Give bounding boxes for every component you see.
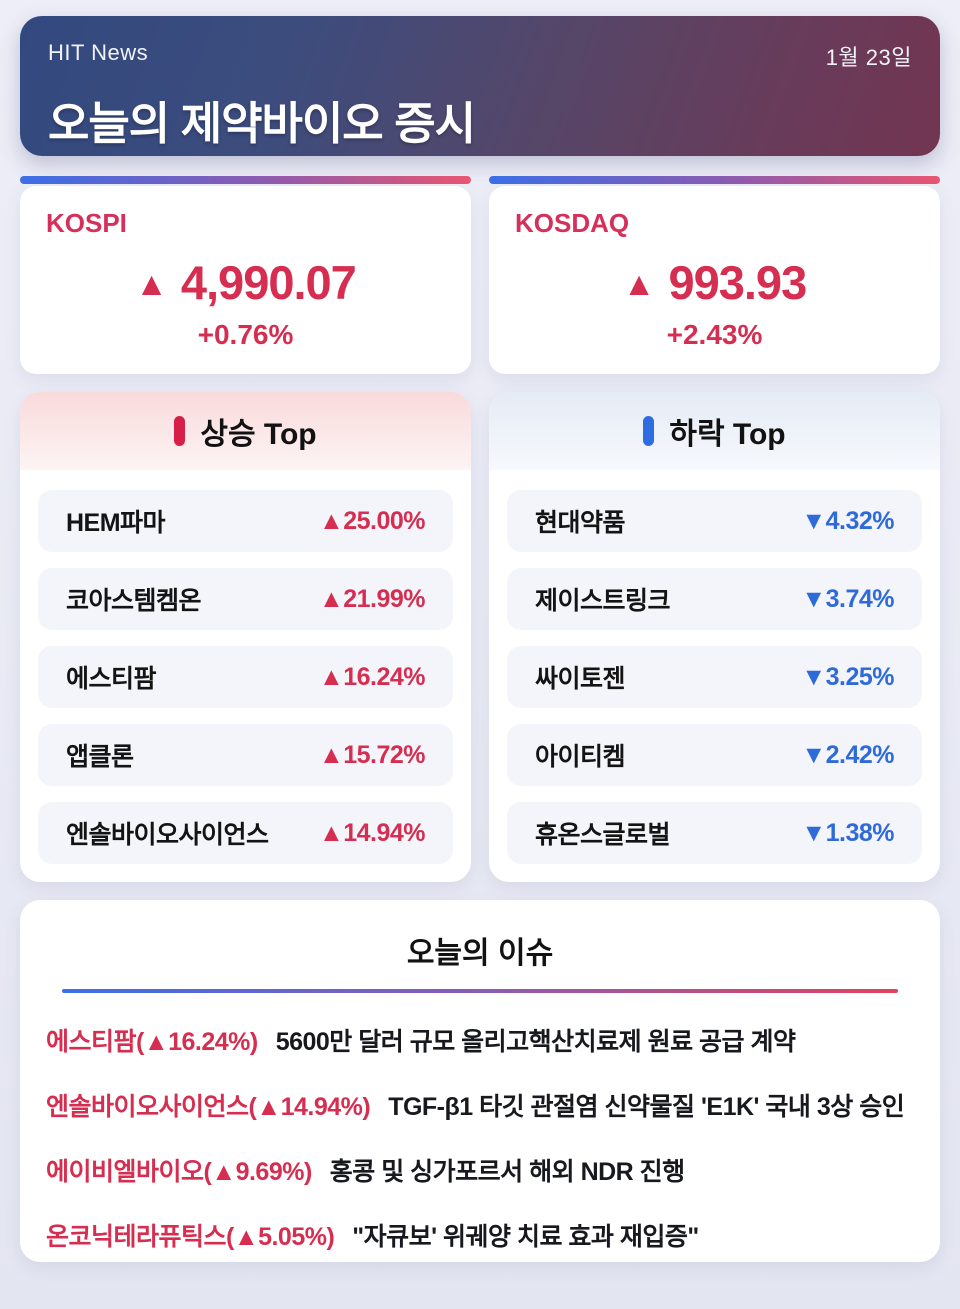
stock-row: 싸이토젠 ▼3.25% <box>507 646 922 708</box>
kosdaq-card-body: KOSDAQ ▲ 993.93 +2.43% <box>489 186 940 374</box>
stock-name: 제이스트링크 <box>535 587 671 615</box>
stock-name: 앱클론 <box>66 743 134 771</box>
issue-company: 엔솔바이오사이언스(▲14.94%) <box>46 1093 371 1121</box>
gainers-panel: 상승 Top HEM파마 ▲25.00% 코아스템켐온 ▲21.99% 에스티팜… <box>20 392 471 882</box>
index-change: +2.43% <box>666 319 763 350</box>
stock-row: 에스티팜 ▲16.24% <box>38 646 453 708</box>
kospi-card-body: KOSPI ▲ 4,990.07 +0.76% <box>20 186 471 374</box>
kospi-card: KOSPI ▲ 4,990.07 +0.76% <box>20 176 471 374</box>
issue-headline: TGF-β1 타깃 관절염 신약물질 'E1K' 국내 3상 승인 <box>388 1093 905 1121</box>
issues-title: 오늘의 이슈 <box>406 937 554 970</box>
losers-list: 현대약품 ▼4.32% 제이스트링크 ▼3.74% 싸이토젠 ▼3.25% 아이… <box>489 470 940 864</box>
top-movers: 상승 Top HEM파마 ▲25.00% 코아스템켐온 ▲21.99% 에스티팜… <box>20 392 940 882</box>
issue-headline: 홍콩 및 싱가포르서 해외 NDR 진행 <box>329 1158 685 1186</box>
issue-company: 에스티팜(▲16.24%) <box>46 1028 258 1056</box>
stock-name: 싸이토젠 <box>535 665 626 693</box>
stock-change: ▼3.25% <box>801 662 894 691</box>
issue-company: 온코닉테라퓨틱스(▲5.05%) <box>46 1223 335 1251</box>
up-triangle-icon: ▲ <box>135 265 168 302</box>
stock-change: ▼3.74% <box>801 584 894 613</box>
header-banner: HIT News 1월 23일 오늘의 제약바이오 증시 <box>20 16 940 156</box>
index-value: ▲ 993.93 <box>515 255 914 310</box>
page-title: 오늘의 제약바이오 증시 <box>48 98 476 149</box>
stock-name: 아이티켐 <box>535 743 626 771</box>
stock-row: 앱클론 ▲15.72% <box>38 724 453 786</box>
index-value-number: 4,990.07 <box>180 256 357 309</box>
stock-row: 엔솔바이오사이언스 ▲14.94% <box>38 802 453 864</box>
stock-name: 엔솔바이오사이언스 <box>66 821 269 849</box>
date-label: 1월 23일 <box>825 45 912 70</box>
losers-title: 하락 Top <box>669 418 786 451</box>
issue-headline: "자큐보' 위궤양 치료 효과 재입증" <box>352 1223 699 1251</box>
stock-name: 코아스템켐온 <box>66 587 202 615</box>
brand-label: HIT News <box>48 40 149 65</box>
stock-change: ▲14.94% <box>318 818 426 847</box>
issue-item: 엔솔바이오사이언스(▲14.94%) TGF-β1 타깃 관절염 신약물질 'E1… <box>46 1092 914 1123</box>
index-value-number: 993.93 <box>668 256 807 309</box>
up-triangle-icon: ▲ <box>622 265 656 302</box>
stock-row: 제이스트링크 ▼3.74% <box>507 568 922 630</box>
down-pill-icon <box>643 416 655 446</box>
stock-row: HEM파마 ▲25.00% <box>38 490 453 552</box>
gainers-title: 상승 Top <box>200 418 317 451</box>
stock-name: HEM파마 <box>66 509 166 537</box>
stock-row: 아이티켐 ▼2.42% <box>507 724 922 786</box>
stock-row: 현대약품 ▼4.32% <box>507 490 922 552</box>
issues-card: 오늘의 이슈 에스티팜(▲16.24%) 5600만 달러 규모 올리고핵산치료제… <box>20 900 940 1262</box>
stock-change: ▼1.38% <box>801 818 894 847</box>
issue-company: 에이비엘바이오(▲9.69%) <box>46 1158 312 1186</box>
stock-change: ▲21.99% <box>318 584 426 613</box>
issue-item: 에스티팜(▲16.24%) 5600만 달러 규모 올리고핵산치료제 원료 공급 … <box>46 1027 914 1058</box>
stock-row: 코아스템켐온 ▲21.99% <box>38 568 453 630</box>
index-name: KOSPI <box>46 208 127 238</box>
issue-item: 에이비엘바이오(▲9.69%) 홍콩 및 싱가포르서 해외 NDR 진행 <box>46 1157 914 1188</box>
accent-bar <box>489 176 940 184</box>
gainers-list: HEM파마 ▲25.00% 코아스템켐온 ▲21.99% 에스티팜 ▲16.24… <box>20 470 471 864</box>
market-infographic: HIT News 1월 23일 오늘의 제약바이오 증시 KOSPI ▲ 4,99… <box>0 16 960 1309</box>
stock-row: 휴온스글로벌 ▼1.38% <box>507 802 922 864</box>
losers-header: 하락 Top <box>489 392 940 470</box>
losers-panel: 하락 Top 현대약품 ▼4.32% 제이스트링크 ▼3.74% 싸이토젠 ▼3… <box>489 392 940 882</box>
gradient-divider <box>62 989 898 993</box>
header-top-row: HIT News 1월 23일 <box>48 40 912 72</box>
issue-headline: 5600만 달러 규모 올리고핵산치료제 원료 공급 계약 <box>275 1028 796 1056</box>
index-value: ▲ 4,990.07 <box>46 255 445 310</box>
index-change: +0.76% <box>197 319 294 350</box>
stock-name: 휴온스글로벌 <box>535 821 671 849</box>
stock-change: ▼4.32% <box>801 506 894 535</box>
gainers-header: 상승 Top <box>20 392 471 470</box>
stock-change: ▼2.42% <box>801 740 894 769</box>
index-cards: KOSPI ▲ 4,990.07 +0.76% KOSDAQ ▲ 993.93 +2… <box>20 176 940 374</box>
stock-change: ▲15.72% <box>318 740 426 769</box>
index-name: KOSDAQ <box>515 208 630 238</box>
kosdaq-card: KOSDAQ ▲ 993.93 +2.43% <box>489 176 940 374</box>
stock-name: 에스티팜 <box>66 665 157 693</box>
up-pill-icon <box>174 416 186 446</box>
issue-item: 온코닉테라퓨틱스(▲5.05%) "자큐보' 위궤양 치료 효과 재입증" <box>46 1222 914 1253</box>
accent-bar <box>20 176 471 184</box>
stock-change: ▲16.24% <box>318 662 426 691</box>
stock-change: ▲25.00% <box>318 506 426 535</box>
stock-name: 현대약품 <box>535 509 626 537</box>
